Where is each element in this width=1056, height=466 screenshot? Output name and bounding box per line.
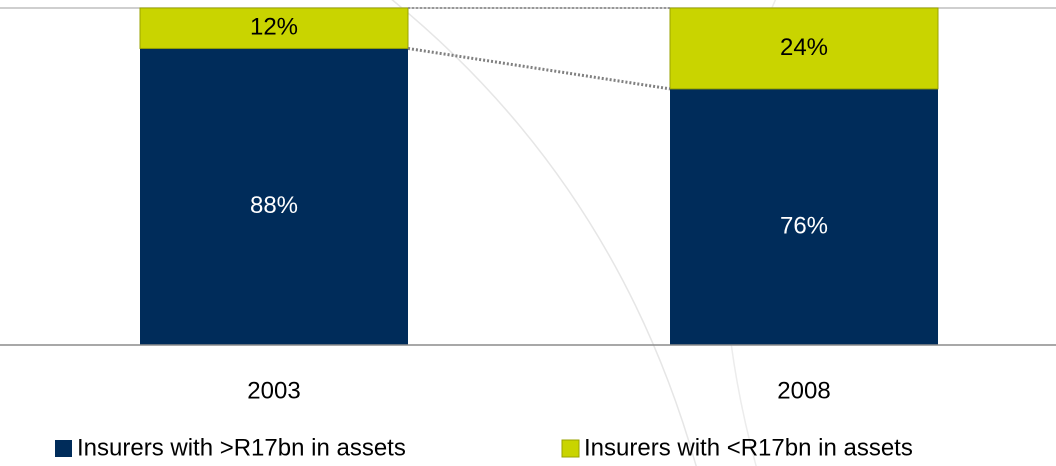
decor-arc: [391, 0, 697, 466]
connector: [407, 46, 671, 91]
bar-segment: [670, 88, 938, 345]
legend-label: Insurers with >R17bn in assets: [77, 434, 406, 461]
value-label: 88%: [250, 192, 298, 219]
legend-swatch: [561, 439, 580, 458]
bar-segment: [139, 7, 409, 49]
value-label: 76%: [780, 212, 828, 239]
x-tick-label: 2003: [247, 377, 300, 404]
value-label: 12%: [250, 14, 298, 41]
legend-swatch: [55, 440, 72, 457]
value-label: 24%: [780, 34, 828, 61]
bar-segment: [140, 48, 408, 345]
x-tick-label: 2008: [777, 377, 830, 404]
legend-label: Insurers with <R17bn in assets: [584, 434, 913, 461]
bar-segment: [669, 7, 939, 90]
